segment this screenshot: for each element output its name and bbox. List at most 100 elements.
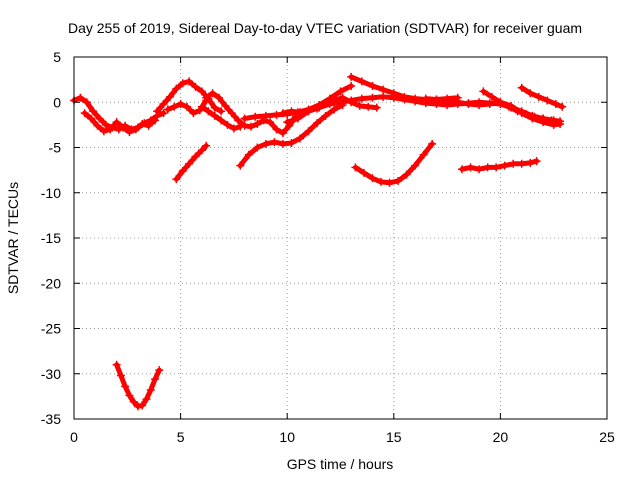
data-point	[526, 158, 535, 167]
data-point	[347, 72, 356, 81]
data-point	[347, 96, 356, 105]
data-point	[411, 94, 420, 103]
data-point	[479, 87, 488, 96]
y-tick-label: -20	[41, 275, 61, 291]
series-track-16	[351, 139, 437, 187]
data-point	[197, 102, 206, 111]
data-point	[543, 96, 552, 105]
data-point	[234, 116, 243, 125]
data-point	[178, 167, 187, 176]
data-point	[185, 77, 194, 86]
data-point	[236, 161, 245, 170]
data-point	[153, 107, 162, 116]
y-tick-label: -25	[41, 321, 61, 337]
series-track-18	[112, 360, 164, 411]
data-point	[385, 178, 394, 187]
data-point	[144, 121, 153, 130]
data-point	[389, 89, 398, 98]
data-point	[379, 92, 388, 101]
data-point	[159, 109, 168, 118]
data-point	[551, 100, 560, 109]
y-tick-label: 5	[53, 49, 61, 65]
data-point	[197, 146, 206, 155]
data-point	[125, 391, 134, 400]
data-point	[163, 105, 172, 114]
data-point	[185, 159, 194, 168]
grid-lines	[74, 57, 607, 419]
series-track-12	[479, 87, 556, 125]
data-point	[321, 111, 330, 120]
data-point	[556, 119, 565, 128]
data-point	[534, 92, 543, 101]
data-point	[151, 116, 160, 125]
data-point	[246, 122, 255, 131]
data-point	[304, 107, 313, 116]
data-point	[539, 114, 548, 123]
series-track-6	[197, 102, 245, 133]
series-track-14	[172, 141, 211, 184]
data-point	[475, 165, 484, 174]
data-point	[151, 375, 160, 384]
x-tick-label: 20	[493, 429, 509, 445]
data-point	[217, 107, 226, 116]
data-point	[229, 124, 238, 133]
data-point	[355, 101, 364, 110]
data-point	[159, 100, 168, 109]
data-point	[155, 366, 164, 375]
data-point	[357, 77, 366, 86]
data-point	[204, 107, 213, 116]
data-point	[202, 93, 211, 102]
data-point	[315, 103, 324, 112]
x-tick-label: 15	[386, 429, 402, 445]
data-point	[172, 84, 181, 93]
data-point	[208, 89, 217, 98]
data-point	[244, 150, 253, 159]
data-point	[359, 168, 368, 177]
data-point	[532, 157, 541, 166]
data-point	[394, 176, 403, 185]
data-point	[513, 107, 522, 116]
data-point	[138, 119, 147, 128]
y-tick-label: -35	[41, 411, 61, 427]
data-point	[106, 125, 115, 134]
data-point	[112, 360, 121, 369]
data-point	[483, 163, 492, 172]
y-tick-label: -10	[41, 185, 61, 201]
data-point	[191, 82, 200, 91]
data-point	[338, 100, 347, 109]
data-point	[189, 109, 198, 118]
y-tick-label: -15	[41, 230, 61, 246]
data-point	[116, 371, 125, 380]
data-point	[517, 83, 526, 92]
series-track	[459, 158, 540, 172]
data-point	[278, 129, 287, 138]
series-track	[114, 362, 162, 409]
data-point	[182, 102, 191, 111]
data-point	[270, 138, 279, 147]
data-point	[411, 161, 420, 170]
data-point	[453, 98, 462, 107]
data-point	[217, 116, 226, 125]
data-point	[202, 141, 211, 150]
series-track-17	[458, 157, 541, 174]
data-point	[400, 92, 409, 101]
data-point	[487, 92, 496, 101]
data-point	[521, 110, 530, 119]
series-track-13	[517, 83, 567, 111]
data-point	[178, 79, 187, 88]
y-axis-title: SDTVAR / TECUs	[5, 182, 21, 294]
data-point	[287, 138, 296, 147]
axis-ticks: 0 5 10 15 20 25 5 0 -5 -10 -15 -20 -25 -30 -35	[41, 49, 615, 445]
data-point	[475, 100, 484, 109]
x-tick-label: 0	[70, 429, 78, 445]
data-point	[121, 382, 130, 391]
data-point	[223, 120, 232, 129]
series-track-15	[236, 100, 347, 170]
data-point	[170, 102, 179, 111]
data-point	[191, 152, 200, 161]
data-point	[176, 100, 185, 109]
data-point	[125, 128, 134, 137]
data-point	[304, 127, 313, 136]
data-point	[428, 139, 437, 148]
